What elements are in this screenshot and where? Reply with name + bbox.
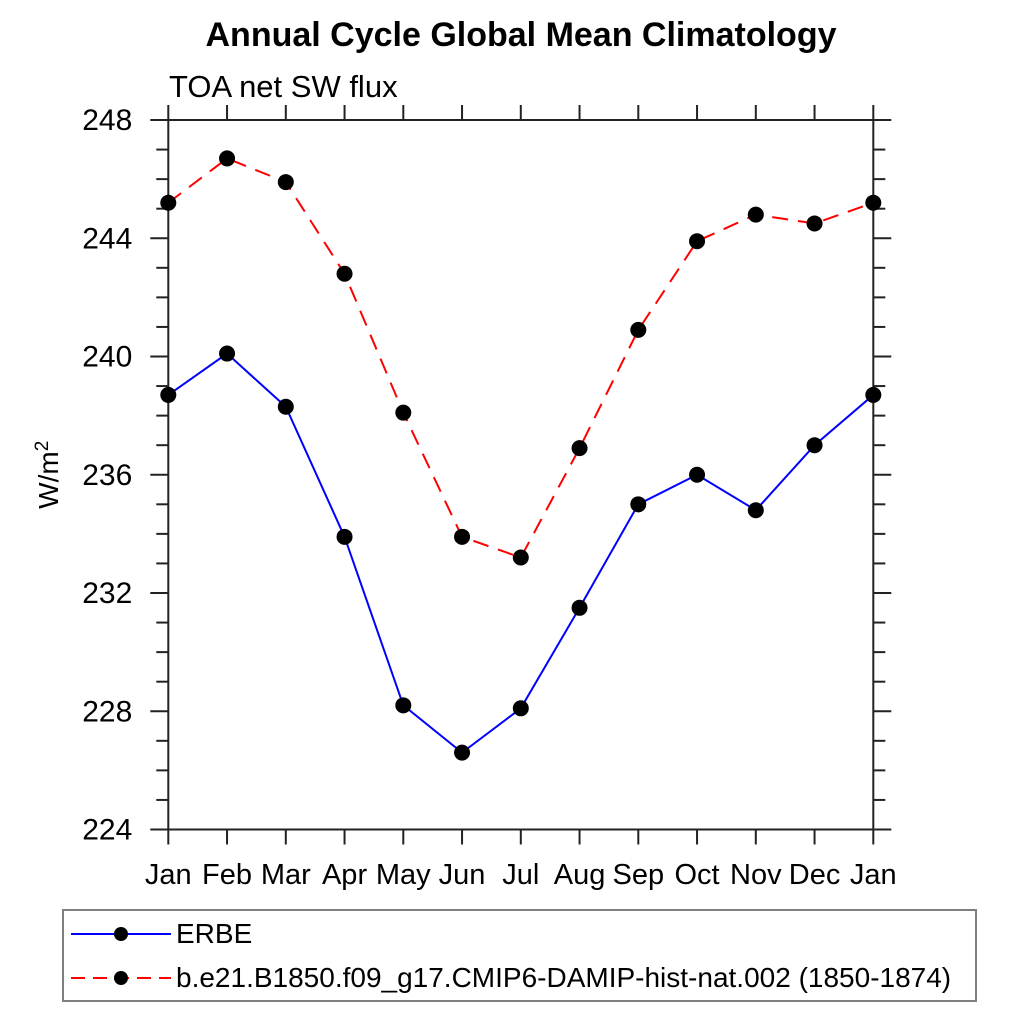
series-marker [395, 697, 412, 714]
series-marker [336, 265, 353, 282]
x-axis-tick-label: Jul [502, 859, 539, 891]
x-axis-tick-label: Jan [850, 859, 897, 891]
series-marker [689, 466, 706, 483]
series-marker [806, 215, 823, 232]
y-axis-title: W/m2 [32, 441, 64, 509]
x-axis-tick-label: Sep [612, 859, 664, 891]
y-axis-tick-label: 240 [82, 341, 132, 374]
legend-item-erbe: ERBE [64, 912, 975, 956]
y-axis-tick-label: 232 [82, 577, 132, 610]
series-marker [395, 404, 412, 421]
x-axis-tick-label: Jun [439, 859, 486, 891]
series-marker [219, 150, 236, 167]
series-marker [806, 437, 823, 454]
y-axis-tick-label: 236 [82, 459, 132, 492]
y-axis-tick-label: 228 [82, 695, 132, 728]
series-marker [571, 440, 588, 457]
legend-label-erbe: ERBE [176, 917, 253, 949]
y-axis-tick-label: 244 [82, 222, 132, 255]
series-marker [865, 386, 882, 403]
x-axis-tick-label: Apr [322, 859, 367, 891]
x-axis-tick-label: Mar [261, 859, 311, 891]
x-axis-tick-label: Aug [554, 859, 606, 891]
x-axis-tick-label: May [376, 859, 431, 891]
series-marker [747, 502, 764, 519]
series-marker [336, 528, 353, 545]
legend-marker-dot [114, 970, 128, 985]
legend-item-model: b.e21.B1850.f09_g17.CMIP6-DAMIP-hist-nat… [64, 956, 975, 1000]
legend-line-sample-erbe [71, 926, 171, 941]
legend-label-model: b.e21.B1850.f09_g17.CMIP6-DAMIP-hist-nat… [176, 961, 952, 993]
series-marker [512, 549, 529, 566]
series-marker [277, 174, 294, 191]
series-marker [160, 194, 177, 211]
series-marker [219, 345, 236, 362]
series-marker [630, 321, 647, 338]
legend-line-sample-model [71, 970, 171, 985]
series-marker [747, 206, 764, 223]
series-marker [454, 744, 471, 761]
x-axis-tick-label: Feb [202, 859, 252, 891]
series-marker [454, 528, 471, 545]
legend-marker-dot [114, 926, 128, 941]
chart-title: Annual Cycle Global Mean Climatology [205, 16, 837, 54]
chart-subtitle: TOA net SW flux [169, 69, 398, 104]
legend-box: ERBE b.e21.B1850.f09_g17.CMIP6-DAMIP-his… [62, 909, 977, 1002]
series-marker [689, 233, 706, 250]
series-marker [865, 194, 882, 211]
x-axis-tick-label: Jan [145, 859, 192, 891]
series-marker [277, 398, 294, 415]
series-marker [571, 599, 588, 616]
series-marker [512, 700, 529, 717]
plot-frame [167, 119, 875, 831]
x-axis-tick-label: Dec [789, 859, 841, 891]
series-marker [160, 386, 177, 403]
x-axis-tick-label: Nov [730, 859, 782, 891]
y-axis-tick-label: 224 [82, 814, 132, 847]
x-axis-tick-label: Oct [674, 859, 719, 891]
y-axis-tick-label: 248 [82, 104, 132, 137]
series-marker [630, 496, 647, 513]
